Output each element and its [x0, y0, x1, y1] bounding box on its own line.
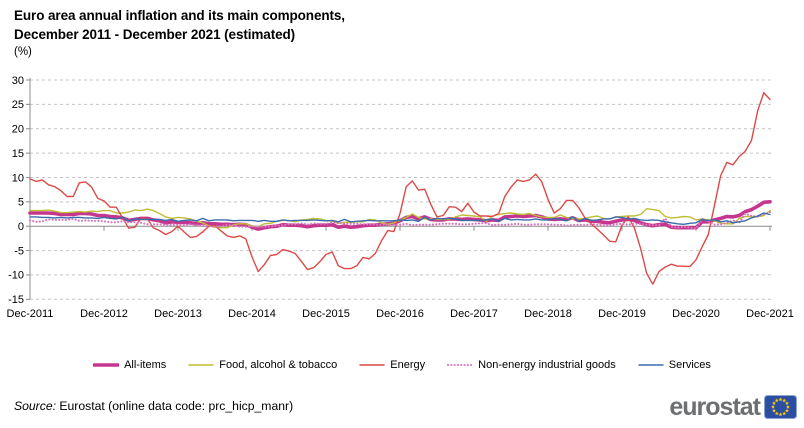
source-line: Source: Eurostat (online data code: prc_…	[14, 399, 293, 413]
y-tick-label: -10	[8, 270, 24, 282]
x-tick-label: Dec-2013	[154, 308, 202, 320]
chart-unit-label: (%)	[14, 46, 32, 58]
legend-item-non-energy-industrial-goods: Non-energy industrial goods	[447, 359, 616, 371]
legend-label: All-items	[124, 359, 167, 371]
x-tick-label: Dec-2014	[228, 308, 276, 320]
eu-flag-icon	[764, 395, 797, 419]
y-tick-label: 25	[12, 99, 24, 111]
legend-line-sample-energy	[359, 364, 385, 366]
x-tick-label: Dec-2021	[746, 308, 794, 320]
y-tick-label: 10	[12, 172, 24, 184]
y-tick-label: 0	[18, 221, 24, 233]
legend-item-energy: Energy	[359, 359, 425, 371]
x-tick-label: Dec-2012	[80, 308, 128, 320]
y-tick-label: -15	[8, 294, 24, 306]
legend-line-sample-non-energy-industrial-goods	[447, 363, 474, 367]
legend-item-food-alcohol-tobacco: Food, alcohol & tobacco	[188, 359, 337, 371]
chart-title-block: Euro area annual inflation and its main …	[14, 6, 345, 60]
y-tick-label: 5	[18, 197, 24, 209]
chart-legend: All-items Food, alcohol & tobacco Energy No…	[20, 359, 784, 371]
y-axis: 30 25 20 15 10 5 0 -5 -10 -15	[8, 75, 31, 306]
y-tick-label: 15	[12, 148, 24, 160]
y-tick-label: 20	[12, 124, 24, 136]
legend-label: Services	[668, 359, 711, 371]
x-tick-label: Dec-2016	[376, 308, 424, 320]
gridlines	[30, 79, 772, 300]
series-line-energy	[29, 91, 771, 285]
series-line-services	[29, 212, 771, 226]
source-prefix: Source:	[14, 399, 57, 413]
legend-line-sample-services	[638, 364, 664, 366]
x-tick-label: Dec-2019	[598, 308, 646, 320]
eurostat-logo: eurostat	[669, 393, 797, 421]
legend-label: Energy	[390, 359, 426, 371]
legend-line-sample-food-alcohol-tobacco	[188, 364, 214, 366]
chart-title-line2: December 2011 - December 2021 (estimated…	[14, 27, 296, 42]
x-tick-labels: Dec-2011 Dec-2012 Dec-2013 Dec-2014 Dec-2015…	[7, 308, 794, 320]
legend-label: Non-energy industrial goods	[478, 359, 616, 371]
source-text: Eurostat (online data code: prc_hicp_man…	[56, 399, 294, 413]
legend-line-sample-all-items	[93, 363, 120, 367]
zero-axis	[29, 225, 772, 231]
y-tick-label: -5	[14, 245, 24, 257]
legend-item-services: Services	[638, 359, 711, 371]
x-tick-label: Dec-2017	[450, 308, 498, 320]
x-tick-label: Dec-2020	[672, 308, 720, 320]
series-line-non-energy-industrial-goods	[28, 211, 772, 230]
y-tick-label: 30	[12, 75, 24, 87]
legend-label: Food, alcohol & tobacco	[219, 359, 338, 371]
x-tick-label: Dec-2015	[302, 308, 350, 320]
x-tick-label: Dec-2011	[7, 308, 54, 320]
eurostat-logo-text: eurostat	[669, 393, 761, 421]
legend-item-all-items: All-items	[93, 359, 166, 371]
chart-title-line1: Euro area annual inflation and its main …	[14, 8, 345, 23]
x-tick-label: Dec-2018	[524, 308, 572, 320]
